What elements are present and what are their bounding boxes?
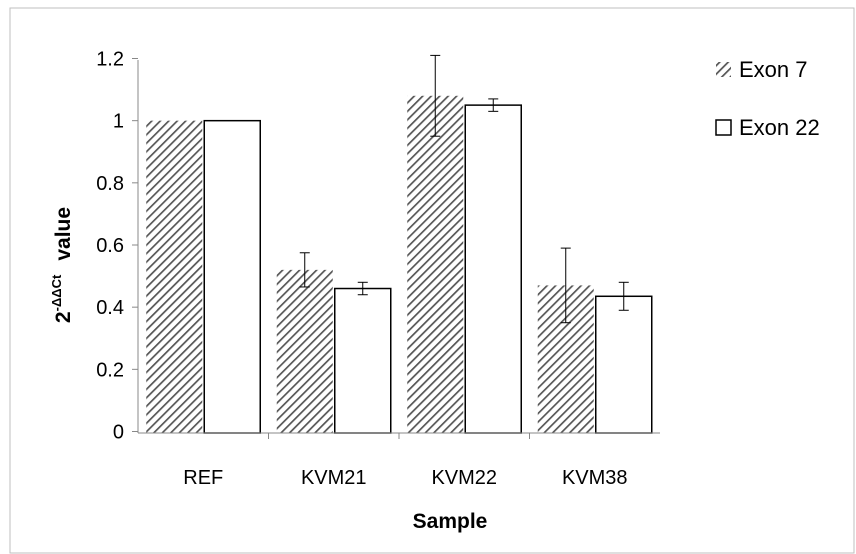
x-tick-label-kvm22: KVM22 — [431, 467, 497, 489]
error-bar-exon-22-kvm38 — [618, 281, 629, 311]
bar-exon-22-kvm21 — [334, 287, 392, 434]
y-axis-title-base: 2 — [52, 311, 75, 323]
y-tick-label: 0.6 — [96, 235, 124, 257]
error-bar-exon-7-kvm21 — [299, 252, 310, 288]
error-bars — [299, 54, 629, 324]
y-tick-label: 0.8 — [96, 173, 124, 195]
legend-swatch-exon-22 — [715, 119, 732, 136]
error-bar-exon-7-kvm38 — [560, 247, 571, 324]
error-bar-exon-7-kvm22 — [430, 54, 441, 137]
x-tick-label-kvm21: KVM21 — [301, 467, 367, 489]
y-tick-label: 0.2 — [96, 359, 124, 381]
x-axis: REF KVM21 KVM22 KVM38 — [138, 432, 660, 489]
error-bar-exon-22-kvm22 — [488, 98, 499, 112]
y-tick-label: 1 — [113, 111, 124, 133]
y-axis-title: 2-ΔΔCt value — [49, 207, 75, 323]
bar-exon-22-kvm38 — [595, 295, 653, 434]
bars — [146, 95, 653, 434]
x-tick-label-ref: REF — [183, 467, 223, 489]
bar-exon-7-ref — [146, 120, 203, 434]
legend-label-exon-22: Exon 22 — [739, 115, 820, 140]
legend: Exon 7 Exon 22 — [715, 57, 820, 140]
x-tick-label-kvm38: KVM38 — [562, 467, 628, 489]
legend-label-exon-7: Exon 7 — [739, 57, 808, 82]
y-axis-title-superscript: -ΔΔCt — [49, 274, 64, 311]
bar-exon-7-kvm21 — [276, 269, 333, 433]
y-tick-label: 0 — [113, 422, 124, 444]
bar-exon-7-kvm22 — [407, 95, 464, 434]
y-axis: 0 0.2 0.4 0.6 0.8 1 1.2 — [96, 49, 139, 444]
y-axis-title-suffix: value — [52, 207, 75, 261]
y-tick-label: 1.2 — [96, 49, 124, 71]
bar-exon-22-ref — [203, 119, 261, 434]
bar-exon-22-kvm22 — [464, 104, 522, 434]
y-tick-label: 0.4 — [96, 297, 124, 319]
error-bar-exon-22-kvm21 — [357, 281, 368, 296]
legend-swatch-exon-7 — [716, 62, 731, 77]
x-axis-title: Sample — [413, 510, 488, 533]
